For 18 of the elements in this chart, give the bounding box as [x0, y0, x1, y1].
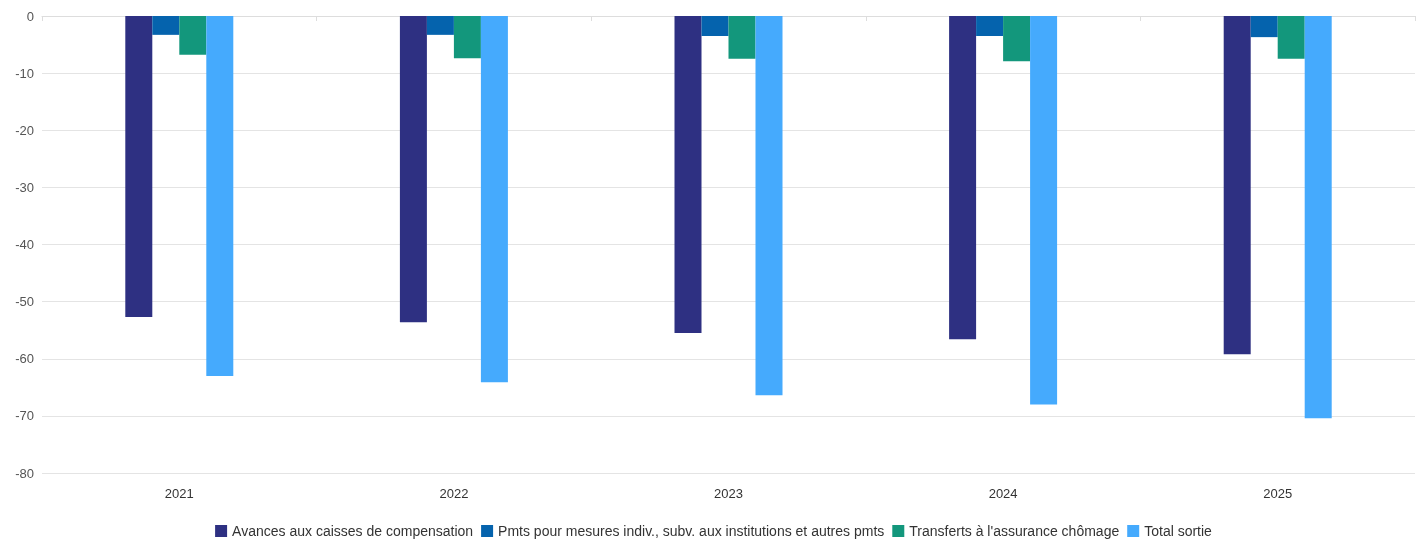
- y-tick-label: -30: [15, 179, 34, 195]
- x-tick-label: 2021: [164, 486, 194, 501]
- x-tick-label: 2025: [1263, 486, 1293, 501]
- x-tick-label: 2022: [439, 486, 469, 501]
- y-tick-label: -50: [15, 294, 34, 310]
- y-tick-label: -20: [15, 122, 34, 138]
- y-tick-label: -40: [15, 237, 34, 252]
- y-tick-label: -10: [15, 65, 34, 81]
- y-tick-label: -60: [15, 351, 34, 367]
- legend-label: Total sortie: [1144, 523, 1213, 539]
- x-tick-label: 2023: [714, 486, 743, 501]
- legend-label: Pmts pour mesures indiv., subv. aux institutions et autres pmts: [498, 523, 885, 539]
- y-tick-label: -80: [15, 465, 34, 481]
- y-tick-label: -70: [15, 408, 34, 424]
- y-tick-label: 0: [26, 8, 34, 24]
- x-tick-label: 2024: [988, 486, 1018, 501]
- legend-label: Transferts à l'assurance chômage: [909, 523, 1120, 539]
- legend-label: Avances aux caisses de compensation: [232, 523, 474, 539]
